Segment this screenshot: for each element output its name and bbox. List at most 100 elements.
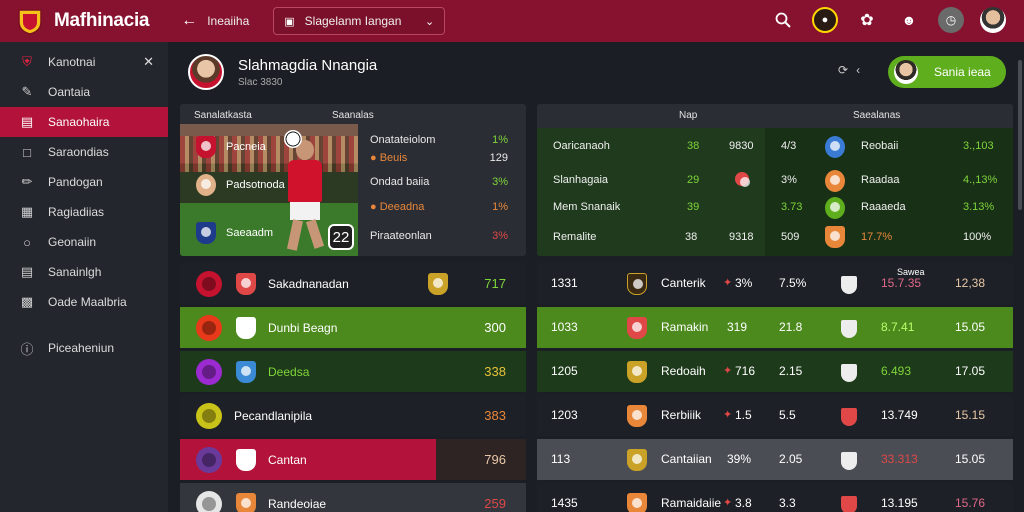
row-value: 15.05 <box>955 452 986 466</box>
sidebar-item-0[interactable]: ⛨ Kanotnai ✕ <box>0 47 168 77</box>
bullet-icon: ● <box>370 152 380 164</box>
row-pct: 716 <box>735 364 756 378</box>
sidebar-item-8[interactable]: ▩ Oade Maalbria <box>0 287 168 317</box>
search-dropdown[interactable]: ▣ Slagelanm Iangan ⌄ <box>273 7 446 35</box>
team-crest-icon <box>825 197 845 219</box>
top-bar: Mafhinacia ← Ineaiiha ▣ Slagelanm Iangan… <box>0 0 1024 42</box>
app-logo[interactable] <box>16 7 44 35</box>
row-name: Remalite <box>553 231 597 243</box>
arrow-icon: ✦ <box>723 497 733 509</box>
row-team: Ramakin <box>661 320 709 334</box>
row-value: 2.05 <box>779 452 803 466</box>
table-row[interactable]: 1203 Rerbiiik ✦ 1.5 5.5 13.749 15.15 <box>537 395 1013 436</box>
row-pct: 39% <box>727 452 752 466</box>
team-crest-icon <box>825 170 845 192</box>
row-team: Raaaeda <box>861 201 906 213</box>
table-row[interactable]: 1205 Redoaih ✦ 716 2.15 6.493 17.05 <box>537 351 1013 392</box>
sidebar-item-5[interactable]: ▦ Ragiadiias <box>0 197 168 227</box>
team-crest-icon <box>627 361 647 383</box>
table-row[interactable]: Deedsa 338 <box>180 351 526 392</box>
profile-avatar[interactable] <box>188 54 224 90</box>
folder-icon: ▤ <box>20 114 34 129</box>
sidebar-item-9[interactable]: ⓘ Piceaheniun <box>0 333 168 363</box>
table-row[interactable]: Cantan 796 <box>180 439 526 480</box>
table-row[interactable]: Sakadnanadan 717 <box>180 263 526 304</box>
table-row[interactable]: 1033 Ramakin 319 21.8 8.7.41 15.05 <box>537 307 1013 348</box>
refresh-icon[interactable]: ⟳ <box>838 63 849 77</box>
pencil-icon: ✎ <box>21 84 33 99</box>
table-row[interactable]: 113 Cantaiian 39% 2.05 33.313 15.05 <box>537 439 1013 480</box>
file-icon: □ <box>23 144 31 160</box>
hero-row[interactable]: Pacneia <box>196 136 266 158</box>
stat-label: Piraateonlan <box>370 230 432 242</box>
row-value: 21.8 <box>779 320 803 334</box>
row-name: Cantan <box>268 452 307 467</box>
row-value: 3.73 <box>781 201 803 213</box>
user-avatar-icon[interactable] <box>980 7 1006 33</box>
row-id: 113 <box>551 452 571 466</box>
stat-row: Ondad baiia 3% <box>370 176 508 188</box>
team-crest-icon <box>825 226 845 248</box>
row-value: 3% <box>781 174 797 186</box>
hero-row[interactable]: Padsotnoda <box>196 174 285 196</box>
row-team: Canterik <box>661 276 706 290</box>
table-row[interactable]: 1435 Ramaidaiie ✦ 3.8 3.3 13.195 15.76 <box>537 483 1013 512</box>
lock-icon: ▣ <box>284 15 295 28</box>
hero-row-label: Padsotnoda <box>226 179 285 191</box>
row-value: 100% <box>963 231 992 243</box>
profile-action-button[interactable]: Sania ieaa <box>888 56 1006 88</box>
row-value: 9830 <box>729 140 754 152</box>
table-row[interactable]: Randeoiae 259 <box>180 483 526 512</box>
row-value: 796 <box>484 452 506 467</box>
clock-icon[interactable]: ◷ <box>938 7 964 33</box>
row-team: Cantaiian <box>661 452 712 466</box>
scrollbar[interactable] <box>1018 60 1022 210</box>
sidebar-item-2[interactable]: ▤ Sanaohaira <box>0 107 168 137</box>
row-value: 15.15 <box>955 408 986 422</box>
sidebar-item-4[interactable]: ✏ Pandogan <box>0 167 168 197</box>
stat-label: Onatateiolom <box>370 134 436 146</box>
chevron-left-icon[interactable]: ‹ <box>856 63 861 77</box>
search-icon[interactable] <box>770 7 796 33</box>
sidebar-item-label: Piceaheniun <box>48 341 115 355</box>
row-name: Dunbi Beagn <box>268 320 338 335</box>
team-crest-icon <box>236 448 256 471</box>
row-value: 3.,103 <box>963 140 994 152</box>
stat-value: 3% <box>492 230 508 242</box>
row-value: 15.76 <box>955 496 986 510</box>
team-crest-icon <box>428 272 448 295</box>
team-crest-icon <box>196 222 216 244</box>
hero-row[interactable]: Saeaadm <box>196 222 273 244</box>
row-id: 1033 <box>551 320 578 334</box>
row-value: 38 <box>687 140 700 152</box>
settings-icon[interactable]: ✿ <box>860 12 874 29</box>
back-arrow-icon[interactable]: ← <box>181 12 198 29</box>
sidebar-item-7[interactable]: ▤ Sanainlgh <box>0 257 168 287</box>
row-team: 17.7% <box>861 231 893 243</box>
table-row[interactable]: 1331 Canterik ✦ 3% 7.5% Sawea 15.7.35 12… <box>537 263 1013 304</box>
table-row[interactable]: Dunbi Beagn 300 <box>180 307 526 348</box>
sidebar-item-1[interactable]: ✎ Oantaia <box>0 77 168 107</box>
sidebar-item-3[interactable]: □ Saraondias <box>0 137 168 167</box>
column-header: Saealanas <box>853 110 901 121</box>
row-value: 338 <box>484 364 506 379</box>
stat-label: ● Deeadna <box>370 201 425 213</box>
sidebar-item-label: Ragiadiias <box>48 205 105 219</box>
team-badge-icon[interactable]: ● <box>812 7 838 33</box>
shield-icon <box>841 496 857 512</box>
sidebar-item-label: Sanaohaira <box>48 115 110 129</box>
group-icon[interactable]: ☻ <box>901 12 917 28</box>
hero-row-label: Pacneia <box>226 141 266 153</box>
globe-icon: ○ <box>23 234 31 250</box>
row-pct: 3% <box>735 276 753 290</box>
sidebar-item-6[interactable]: ○ Geonaiin <box>0 227 168 257</box>
shield-icon <box>841 276 857 294</box>
row-value: 9318 <box>729 231 754 243</box>
close-icon[interactable]: ✕ <box>143 54 154 69</box>
team-crest-icon <box>627 273 647 295</box>
chevron-down-icon: ⌄ <box>425 15 435 28</box>
row-name: Pecandlanipila <box>234 408 313 423</box>
table-row[interactable]: Pecandlanipila 383 <box>180 395 526 436</box>
back-label[interactable]: Ineaiiha <box>207 14 250 28</box>
row-team: Raadaa <box>861 174 900 186</box>
